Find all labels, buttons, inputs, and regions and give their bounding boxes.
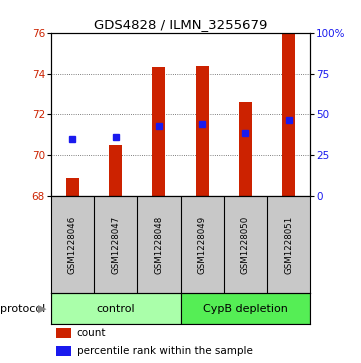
Text: GSM1228047: GSM1228047 [111,216,120,274]
Bar [180,293,310,325]
Bar [51,293,180,325]
Bar [66,178,79,196]
Bar [56,346,71,356]
Bar [152,68,165,196]
Text: control: control [96,304,135,314]
Text: GSM1228049: GSM1228049 [198,216,206,274]
Text: count: count [77,328,106,338]
Text: GSM1228050: GSM1228050 [241,216,250,274]
Bar [56,328,71,338]
Text: ▶: ▶ [38,304,47,314]
Title: GDS4828 / ILMN_3255679: GDS4828 / ILMN_3255679 [94,19,267,32]
Text: percentile rank within the sample: percentile rank within the sample [77,346,252,356]
Text: GSM1228046: GSM1228046 [68,216,77,274]
Text: GSM1228051: GSM1228051 [284,216,293,274]
Bar [196,66,209,196]
Bar [239,102,252,196]
Text: GSM1228048: GSM1228048 [155,216,163,274]
Text: protocol: protocol [0,304,45,314]
Bar [109,145,122,196]
Bar [282,33,295,196]
Text: CypB depletion: CypB depletion [203,304,288,314]
